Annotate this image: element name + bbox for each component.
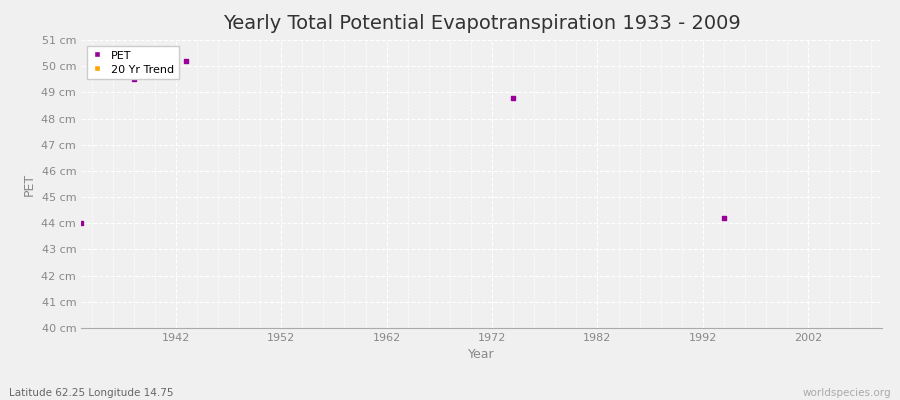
Point xyxy=(179,58,194,64)
X-axis label: Year: Year xyxy=(468,348,495,362)
Point xyxy=(74,220,88,226)
Point xyxy=(748,330,762,336)
Y-axis label: PET: PET xyxy=(22,172,36,196)
Point xyxy=(127,76,141,82)
Text: worldspecies.org: worldspecies.org xyxy=(803,388,891,398)
Point xyxy=(506,94,520,101)
Point xyxy=(716,215,731,221)
Text: Latitude 62.25 Longitude 14.75: Latitude 62.25 Longitude 14.75 xyxy=(9,388,174,398)
Title: Yearly Total Potential Evapotranspiration 1933 - 2009: Yearly Total Potential Evapotranspiratio… xyxy=(222,14,741,33)
Legend: PET, 20 Yr Trend: PET, 20 Yr Trend xyxy=(86,46,178,79)
